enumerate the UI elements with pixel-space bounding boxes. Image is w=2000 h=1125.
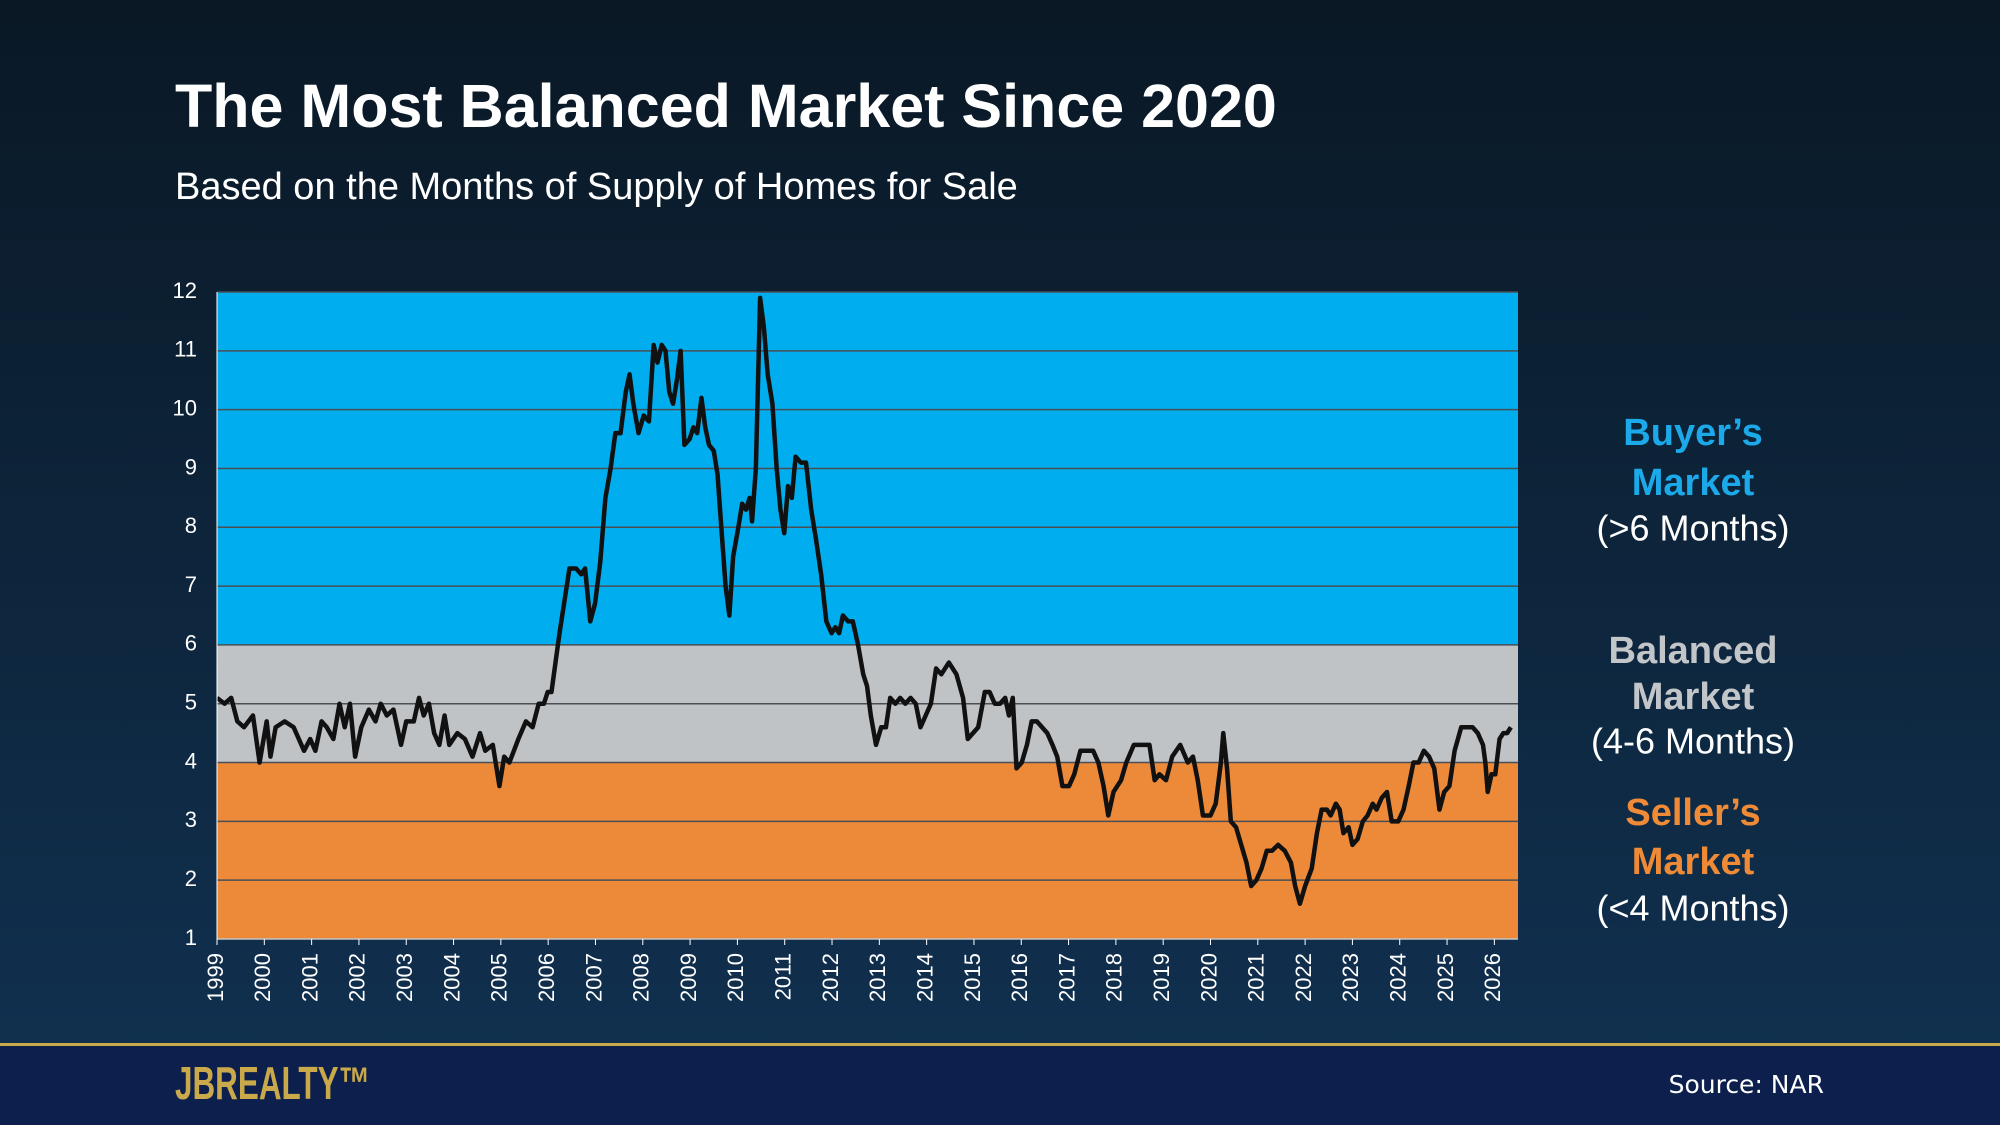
band-note: (>6 Months) [1596,508,1789,549]
x-tick-label: 2020 [1196,953,1221,1002]
y-tick-label: 4 [185,748,197,773]
x-tick-label: 2002 [345,953,370,1002]
logo: JBREALTY™ [175,1057,370,1109]
x-tick-label: 2013 [865,953,890,1002]
x-tick-label: 2007 [581,953,606,1002]
y-tick-label: 12 [173,278,197,303]
y-tick-label: 5 [185,690,197,715]
band-note: (4-6 Months) [1591,721,1795,762]
x-tick-label: 2004 [439,953,464,1002]
x-tick-label: 2005 [487,953,512,1002]
x-tick-label: 2001 [297,953,322,1002]
y-tick-label: 8 [185,513,197,538]
y-tick-label: 10 [173,395,197,420]
x-tick-label: 2012 [818,953,843,1002]
x-tick-label: 2026 [1480,953,1505,1002]
x-tick-label: 2022 [1291,953,1316,1002]
x-tick-label: 1999 [203,953,228,1002]
y-tick-label: 6 [185,631,197,656]
y-tick-label: 11 [174,337,197,362]
x-tick-label: 2006 [534,953,559,1002]
x-tick-label: 2016 [1007,953,1032,1002]
x-tick-label: 2021 [1244,953,1269,1002]
footer-rule [0,1043,2000,1046]
x-tick-label: 2014 [912,953,937,1002]
y-tick-label: 9 [185,454,197,479]
y-tick-label: 7 [185,572,197,597]
band-title: Balanced [1609,630,1778,672]
band-title: Market [1632,676,1755,718]
footer-bar [0,1046,2000,1125]
x-tick-label: 2010 [723,953,748,1002]
x-tick-label: 2011 [771,953,796,1000]
supply-line [215,295,1513,906]
x-tick-label: 2019 [1149,953,1174,1002]
chart-subtitle: Based on the Months of Supply of Homes f… [175,166,1018,208]
x-tick-label: 2003 [392,953,417,1002]
y-tick-label: 1 [185,925,197,950]
x-tick-label: 2017 [1054,953,1079,1002]
x-tick-label: 2008 [629,953,654,1002]
x-tick-label: 2009 [676,953,701,1002]
band-title: Seller’s [1625,792,1760,834]
source: Source: NAR [1669,1070,1824,1099]
market-band [217,762,1518,939]
y-tick-label: 2 [185,866,197,891]
x-tick-label: 2000 [250,953,275,1002]
band-title: Market [1632,841,1755,883]
x-tick-label: 2018 [1102,953,1127,1002]
x-tick-label: 2015 [960,953,985,1002]
band-note: (<4 Months) [1596,888,1789,929]
chart-title: The Most Balanced Market Since 2020 [175,72,1277,140]
x-tick-label: 2024 [1386,953,1411,1002]
y-tick-label: 3 [185,807,197,832]
x-tick-label: 2025 [1433,953,1458,1002]
band-title: Market [1632,462,1755,504]
x-tick-label: 2023 [1338,953,1363,1002]
band-title: Buyer’s [1623,412,1762,454]
